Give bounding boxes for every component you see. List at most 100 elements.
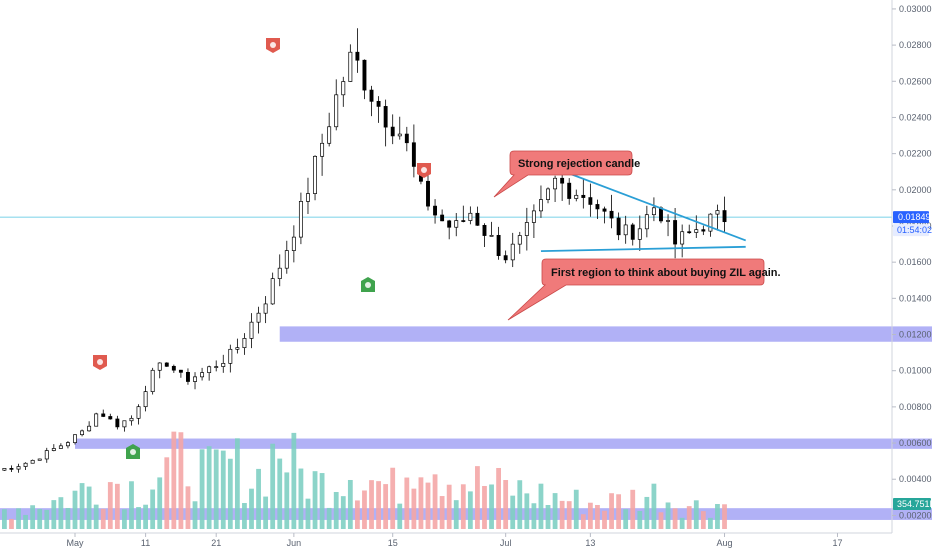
price-tick-label: 0.02800 — [899, 40, 932, 50]
volume-bar — [143, 504, 148, 529]
volume-bar — [333, 491, 339, 529]
candle-up — [666, 220, 670, 222]
volume-bar — [376, 481, 381, 529]
candle-up — [136, 406, 141, 419]
volume-bar — [164, 457, 170, 529]
candle-up — [574, 194, 579, 199]
callout-strong-rejection: Strong rejection candle — [493, 150, 640, 198]
candle-up — [157, 362, 162, 371]
volume-bar — [623, 509, 629, 529]
candle-down — [383, 106, 388, 128]
candle-up — [214, 366, 219, 368]
candle-up — [73, 434, 77, 443]
volume-bar — [524, 493, 530, 529]
candle-down — [355, 51, 360, 61]
candle-up — [524, 222, 529, 236]
volume-bar — [86, 486, 92, 529]
volume-bar — [362, 490, 367, 529]
volume-bar — [263, 496, 269, 529]
candle-up — [298, 201, 303, 238]
trendlines — [540, 167, 747, 253]
countdown-tag: 01:54:02 — [893, 224, 932, 237]
volume-bar — [150, 489, 156, 529]
countdown-value: 01:54:02 — [897, 225, 932, 235]
candle-up — [2, 468, 7, 471]
candle-up — [150, 369, 155, 392]
volume-bar — [397, 503, 403, 529]
candle-up — [87, 425, 92, 432]
candle-up — [221, 363, 226, 367]
volume-bar — [616, 494, 622, 529]
candle-up — [306, 193, 310, 202]
price-tick-label: 0.01600 — [899, 257, 932, 267]
volume-bar — [531, 503, 537, 529]
candle-down — [496, 234, 501, 256]
candle-down — [722, 210, 727, 223]
candle-down — [411, 142, 416, 167]
last-price-tag: 0.01849 — [893, 211, 931, 224]
price-axis[interactable]: 0.03000 0.02800 0.02600 0.02400 0.02200 0.020… — [892, 4, 932, 520]
candles — [2, 28, 727, 473]
candle-up — [256, 312, 261, 323]
volume-bar — [446, 484, 452, 529]
volume-bar — [312, 471, 318, 529]
buy-signal-icon — [126, 444, 140, 459]
volume-bar — [284, 472, 290, 529]
volume-bar — [100, 508, 106, 529]
badge-glyph — [270, 42, 276, 48]
candle-down — [581, 194, 586, 198]
candle-up — [651, 207, 656, 216]
volume-bar — [595, 504, 600, 529]
support-zones — [0, 326, 932, 520]
volume-bar — [658, 512, 664, 529]
volume-bar — [319, 473, 325, 529]
volume-bar — [291, 432, 297, 529]
volume-bar — [566, 501, 572, 529]
candle-up — [44, 450, 49, 460]
time-axis[interactable]: May1121Jun15Jul13Aug17Sep14Oct1222 — [66, 533, 932, 548]
price-tick-label: 0.00800 — [899, 402, 932, 412]
candle-up — [193, 376, 197, 382]
candle-up — [454, 220, 459, 228]
volume-bar — [192, 501, 198, 529]
candle-up — [242, 338, 247, 349]
candle-down — [115, 418, 120, 428]
volume-bar — [58, 497, 64, 529]
candle-up — [694, 229, 699, 233]
badge-glyph — [365, 282, 371, 288]
candle-up — [680, 231, 685, 245]
volume-bar — [298, 468, 304, 529]
volume-bar — [65, 507, 71, 529]
volume-bar — [213, 449, 219, 529]
candle-up — [708, 213, 713, 232]
badge-glyph — [421, 167, 427, 173]
candle-up — [644, 214, 649, 230]
callout-buy-region: First region to think about buying ZIL a… — [507, 258, 781, 321]
volume-bar — [340, 496, 346, 529]
volume-bar — [44, 509, 50, 529]
volume-bar — [573, 489, 579, 529]
volume-bar — [347, 479, 353, 529]
candle-up — [334, 94, 339, 128]
sell-signal-icon — [417, 163, 431, 178]
candle-up — [341, 81, 346, 96]
candle-down — [426, 180, 430, 207]
candle-down — [560, 177, 565, 184]
candle-up — [277, 267, 282, 279]
volume-bar — [249, 488, 254, 529]
price-tick-label: 0.02000 — [899, 185, 932, 195]
price-tick-label: 0.00400 — [899, 474, 932, 484]
candle-down — [687, 231, 692, 234]
candle-up — [715, 210, 720, 215]
volume-bar — [30, 505, 36, 529]
candle-down — [108, 416, 113, 420]
candle-up — [80, 430, 85, 436]
candle-up — [23, 462, 28, 467]
candle-up — [517, 235, 522, 245]
price-tick-label: 0.02400 — [899, 112, 932, 122]
volume-bar — [538, 483, 544, 529]
zone-2 — [75, 438, 932, 449]
candle-down — [404, 133, 409, 144]
price-tick-label: 0.01400 — [899, 293, 932, 303]
volume-bar — [220, 450, 226, 529]
